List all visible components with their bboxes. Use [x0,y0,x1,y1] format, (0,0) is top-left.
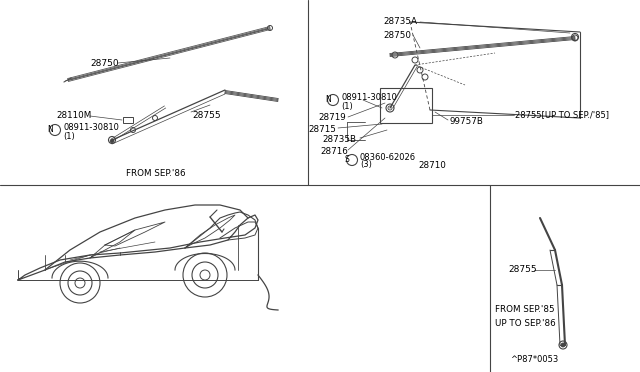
Text: N: N [47,125,53,135]
Text: 28735A: 28735A [383,17,417,26]
Text: 28716: 28716 [320,148,348,157]
Text: FROM SEP.'85: FROM SEP.'85 [495,305,555,314]
Text: 28715: 28715 [308,125,336,135]
Text: 28755: 28755 [192,110,221,119]
Bar [123,117,133,123]
Text: 28710: 28710 [418,160,446,170]
Text: N: N [325,96,331,105]
Circle shape [110,139,114,143]
Text: FROM SEP.'86: FROM SEP.'86 [126,169,186,177]
Text: (3): (3) [360,160,372,170]
Text: 28719: 28719 [318,112,346,122]
Text: 28750: 28750 [90,58,118,67]
Text: S: S [344,155,349,164]
Text: 08360-62026: 08360-62026 [360,153,416,161]
Text: 08911-30810: 08911-30810 [63,124,119,132]
Circle shape [561,343,565,347]
Text: (1): (1) [63,131,75,141]
Text: 28755[UP TO SEP./'85]: 28755[UP TO SEP./'85] [515,110,609,119]
Text: 99757B: 99757B [450,118,484,126]
Text: 08911-30810: 08911-30810 [341,93,397,102]
Text: ^P87*0053: ^P87*0053 [510,356,558,365]
Text: 28755: 28755 [508,266,536,275]
Bar [380,88,432,123]
Text: UP TO SEP.'86: UP TO SEP.'86 [495,318,556,327]
Text: (1): (1) [341,102,353,110]
Text: 28110M: 28110M [56,112,92,121]
Text: 28735B: 28735B [322,135,356,144]
Text: 28750: 28750 [383,31,411,39]
